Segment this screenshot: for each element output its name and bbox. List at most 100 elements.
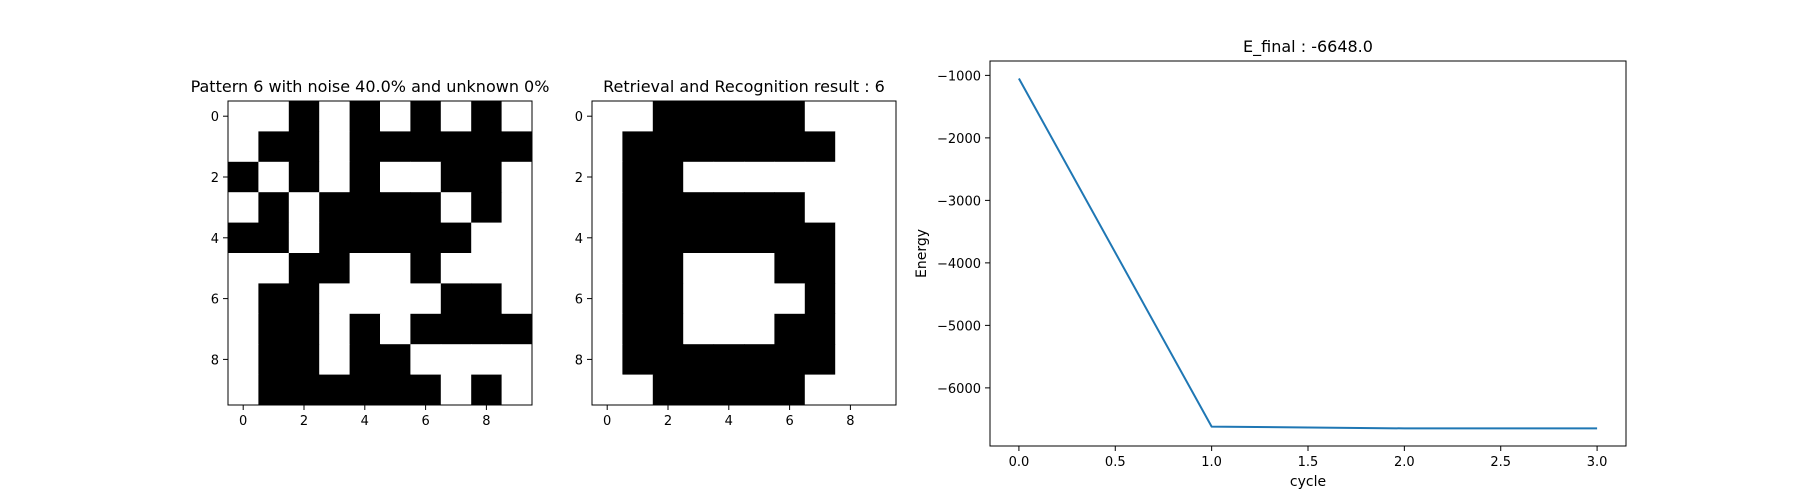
pixel-cell — [592, 101, 623, 132]
x-tick-label: 2.5 — [1490, 455, 1511, 470]
pixel-cell — [380, 253, 411, 284]
pixel-cell — [713, 374, 745, 406]
pixel-cell — [835, 253, 867, 284]
pixel-cell — [774, 101, 806, 132]
pixel-cell — [501, 222, 533, 254]
pixel-cell — [865, 131, 897, 163]
pixel-cell — [865, 253, 897, 284]
pixel-cell — [744, 161, 775, 193]
pixel-cell — [501, 344, 533, 376]
pixel-cell — [501, 313, 533, 345]
pixel-cell — [258, 283, 290, 315]
pixel-cell — [652, 101, 684, 132]
pixel-cell — [410, 131, 442, 163]
pixel-cell — [349, 374, 381, 406]
pixel-cell — [804, 313, 836, 345]
pixel-cell — [380, 344, 411, 376]
y-tick-label: 2 — [575, 171, 583, 186]
pixel-cell — [592, 344, 623, 376]
pixel-cell — [501, 253, 533, 284]
retrieval-result-x-axis: 0 2 4 6 8 — [603, 405, 855, 429]
pixel-cell — [440, 161, 472, 193]
pixel-cell — [410, 101, 442, 132]
pixel-cell — [228, 283, 259, 315]
pixel-cell — [319, 283, 351, 315]
pixel-cell — [683, 344, 715, 376]
pixel-cell — [288, 344, 320, 376]
pixel-cell — [410, 283, 442, 315]
pixel-cell — [319, 161, 351, 193]
pixel-cell — [713, 101, 745, 132]
pixel-cell — [804, 283, 836, 315]
pixel-cell — [380, 283, 411, 315]
noisy-pattern-panel: Pattern 6 with noise 40.0% and unknown 0… — [191, 77, 550, 429]
pixel-cell — [744, 344, 775, 376]
energy-plot-panel: E_final : -6648.0 0.0 0.5 1.0 1.5 2.0 2.5 3.0 … — [914, 37, 1627, 490]
pixel-cell — [410, 222, 442, 254]
pixel-cell — [288, 313, 320, 345]
x-tick-label: 2 — [300, 414, 308, 429]
pixel-cell — [228, 344, 259, 376]
pixel-cell — [744, 253, 775, 284]
pixel-cell — [380, 161, 411, 193]
x-tick-label: 4 — [725, 414, 733, 429]
pixel-cell — [865, 101, 897, 132]
pixel-cell — [349, 253, 381, 284]
pixel-cell — [774, 131, 806, 163]
x-tick-label: 1.5 — [1298, 455, 1319, 470]
pixel-cell — [774, 222, 806, 254]
y-tick-label: 2 — [211, 171, 219, 186]
pixel-cell — [865, 313, 897, 345]
noisy-pattern-cells — [228, 101, 533, 406]
pixel-cell — [652, 222, 684, 254]
pixel-cell — [713, 222, 745, 254]
noisy-pattern-x-axis: 0 2 4 6 8 — [239, 405, 491, 429]
pixel-cell — [471, 313, 503, 345]
y-tick-label: −6000 — [937, 382, 981, 397]
pixel-cell — [744, 222, 775, 254]
pixel-cell — [713, 161, 745, 193]
pixel-cell — [440, 313, 472, 345]
pixel-cell — [804, 253, 836, 284]
pixel-cell — [288, 253, 320, 284]
pixel-cell — [683, 131, 715, 163]
pixel-cell — [835, 374, 867, 406]
pixel-cell — [804, 222, 836, 254]
pixel-cell — [228, 222, 259, 254]
y-tick-label: 6 — [575, 293, 583, 308]
noisy-pattern-title: Pattern 6 with noise 40.0% and unknown 0… — [191, 77, 550, 96]
x-tick-label: 6 — [785, 414, 793, 429]
pixel-cell — [501, 161, 533, 193]
x-tick-label: 2.0 — [1394, 455, 1415, 470]
pixel-cell — [258, 253, 290, 284]
pixel-cell — [380, 222, 411, 254]
pixel-cell — [622, 313, 654, 345]
pixel-cell — [319, 344, 351, 376]
pixel-cell — [258, 192, 290, 224]
retrieval-result-title: Retrieval and Recognition result : 6 — [603, 77, 885, 96]
pixel-cell — [349, 344, 381, 376]
x-tick-label: 8 — [482, 414, 490, 429]
x-tick-label: 3.0 — [1587, 455, 1608, 470]
pixel-cell — [835, 192, 867, 224]
pixel-cell — [804, 161, 836, 193]
pixel-cell — [774, 192, 806, 224]
pixel-cell — [349, 283, 381, 315]
pixel-cell — [804, 131, 836, 163]
pixel-cell — [440, 131, 472, 163]
pixel-cell — [865, 374, 897, 406]
pixel-cell — [744, 192, 775, 224]
y-tick-label: 4 — [575, 232, 583, 247]
pixel-cell — [622, 131, 654, 163]
pixel-cell — [652, 161, 684, 193]
pixel-cell — [592, 131, 623, 163]
pixel-cell — [652, 253, 684, 284]
pixel-cell — [228, 101, 259, 132]
pixel-cell — [865, 161, 897, 193]
y-tick-label: −1000 — [937, 69, 981, 84]
noisy-pattern-y-axis: 0 2 4 6 8 — [211, 110, 228, 368]
y-tick-label: 0 — [575, 110, 583, 125]
pixel-cell — [835, 344, 867, 376]
pixel-cell — [440, 101, 472, 132]
pixel-cell — [683, 374, 715, 406]
